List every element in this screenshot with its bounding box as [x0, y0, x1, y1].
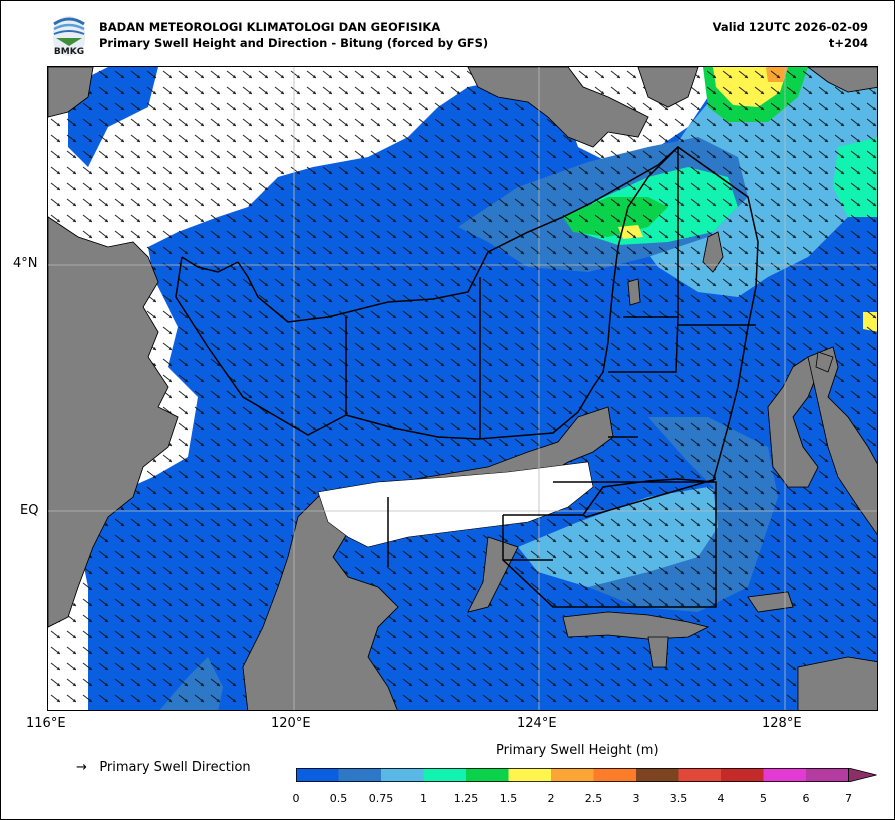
colorbar-segment: [551, 768, 594, 782]
colorbar-extend-arrow: [848, 768, 877, 782]
colorbar-segment: [423, 768, 466, 782]
colorbar-segment: [296, 768, 339, 782]
lon-tick-124: 124°E: [517, 716, 557, 731]
lon-tick-128: 128°E: [762, 716, 802, 731]
colorbar-title: Primary Swell Height (m): [496, 743, 659, 758]
lon-tick-120: 120°E: [271, 716, 311, 731]
colorbar-segment: [678, 768, 721, 782]
direction-arrow-icon: →: [76, 760, 87, 775]
colorbar-level-label: 0.75: [368, 792, 394, 805]
swell-direction-arrows: [48, 67, 877, 710]
colorbar-segment: [338, 768, 381, 782]
maritime-zone-boundaries: [175, 146, 759, 608]
colorbar-level-label: 1: [420, 792, 427, 805]
graticule: [48, 67, 877, 710]
colorbar-level-label: 1.5: [499, 792, 518, 805]
colorbar-level-label: 6: [802, 792, 810, 805]
direction-legend: → Primary Swell Direction: [76, 760, 251, 775]
header-right: Valid 12UTC 2026-02-09 t+204: [713, 19, 868, 51]
colorbar-level-label: 0.5: [329, 792, 348, 805]
colorbar-segment: [806, 768, 849, 782]
forecast-lead: t+204: [828, 36, 868, 50]
colorbar-segment: [381, 768, 424, 782]
colorbar-segment: [466, 768, 509, 782]
svg-text:BMKG: BMKG: [54, 47, 84, 56]
colorbar-segment: [763, 768, 806, 782]
colorbar-level-label: 3: [632, 792, 640, 805]
colorbar-level-label: 3.5: [669, 792, 688, 805]
lat-tick-4n: 4°N: [13, 256, 38, 271]
colorbar-level-label: 0: [292, 792, 300, 805]
agency-name: BADAN METEOROLOGI KLIMATOLOGI DAN GEOFIS…: [99, 20, 441, 34]
colorbar-level-label: 2: [547, 792, 555, 805]
colorbar-level-label: 5: [760, 792, 767, 805]
colorbar-level-label: 1.25: [453, 792, 479, 805]
colorbar-level-label: 2.5: [584, 792, 603, 805]
chart-subtitle: Primary Swell Height and Direction - Bit…: [99, 36, 489, 50]
colorbar-segment: [593, 768, 636, 782]
direction-legend-label: Primary Swell Direction: [99, 760, 251, 775]
colorbar-level-label: 7: [845, 792, 852, 805]
colorbar-segment: [721, 768, 764, 782]
colorbar-segment: [508, 768, 551, 782]
lat-tick-eq: EQ: [20, 503, 39, 518]
valid-time: Valid 12UTC 2026-02-09: [712, 20, 868, 34]
header-left: BADAN METEOROLOGI KLIMATOLOGI DAN GEOFIS…: [99, 19, 488, 51]
colorbar-segment: [636, 768, 679, 782]
bmkg-logo: BMKG: [50, 12, 88, 57]
lon-tick-116: 116°E: [26, 716, 66, 731]
colorbar-level-label: 4: [717, 792, 725, 805]
colorbar: [296, 768, 877, 782]
swell-map: [47, 66, 878, 711]
